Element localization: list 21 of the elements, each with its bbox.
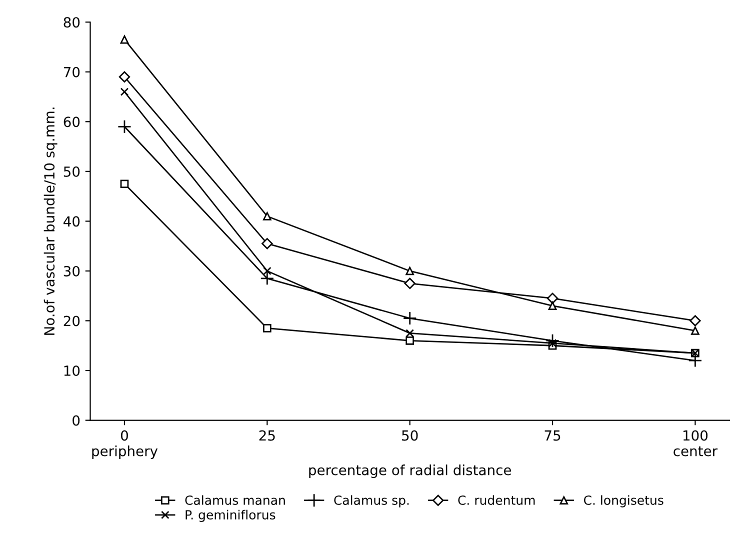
- x-axis-title: percentage of radial distance: [309, 464, 512, 478]
- x-tick-label: 50: [402, 430, 418, 441]
- y-tick-label: 30: [64, 266, 80, 276]
- x-tick-label: 100 center: [674, 430, 718, 456]
- y-tick-label: 50: [64, 166, 80, 177]
- y-tick-label: 70: [64, 66, 80, 78]
- legend-label: P. geminiflorus: [186, 510, 276, 522]
- x-tick-label: 75: [544, 430, 560, 441]
- y-tick-label: 60: [64, 116, 80, 128]
- y-tick-label: 0: [72, 415, 80, 426]
- y-tick-label: 40: [64, 216, 80, 227]
- y-tick-label: 80: [64, 17, 80, 28]
- legend-label: Calamus sp.: [334, 495, 409, 508]
- y-axis-title: No.of vascular bundle/10 sq.mm.: [44, 108, 58, 335]
- y-tick-label: 20: [64, 316, 80, 326]
- x-tick-label: 25: [259, 430, 275, 441]
- x-tick-label: 0 periphery: [92, 430, 158, 459]
- legend-label: Calamus manan: [185, 495, 285, 505]
- legend-label: C. rudentum: [458, 495, 535, 505]
- legend-label: C. longisetus: [584, 495, 664, 508]
- y-tick-label: 10: [64, 365, 80, 376]
